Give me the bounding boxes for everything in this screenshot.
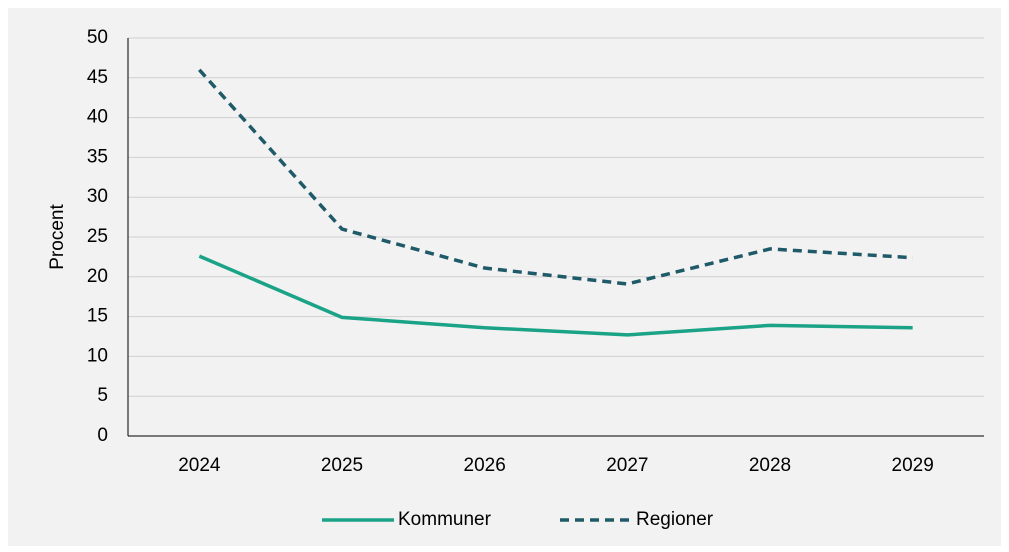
x-tick-label: 2028 [749, 455, 791, 476]
x-tick-label: 2027 [606, 455, 648, 476]
data-line [198, 254, 913, 337]
y-axis-label: Procent [47, 204, 68, 270]
y-tick-label: 15 [87, 306, 108, 327]
x-tick-label: 2026 [464, 455, 506, 476]
y-tick-label: 5 [97, 385, 108, 406]
y-tick-label: 20 [87, 266, 108, 287]
x-tick-label: 2029 [892, 455, 934, 476]
y-tick-label: 10 [87, 345, 108, 366]
y-tick-label: 50 [87, 27, 108, 48]
x-tick-label: 2025 [321, 455, 363, 476]
y-tick-label: 0 [97, 425, 108, 446]
x-tick-label: 2024 [178, 455, 221, 476]
y-tick-label: 30 [87, 186, 108, 207]
legend-label: Regioner [636, 509, 714, 530]
y-tick-label: 45 [87, 67, 108, 88]
y-tick-label: 25 [87, 226, 108, 247]
data-line [198, 68, 913, 286]
legend-label: Kommuner [398, 509, 492, 530]
y-tick-label: 40 [87, 107, 108, 128]
y-tick-label: 35 [87, 146, 108, 167]
